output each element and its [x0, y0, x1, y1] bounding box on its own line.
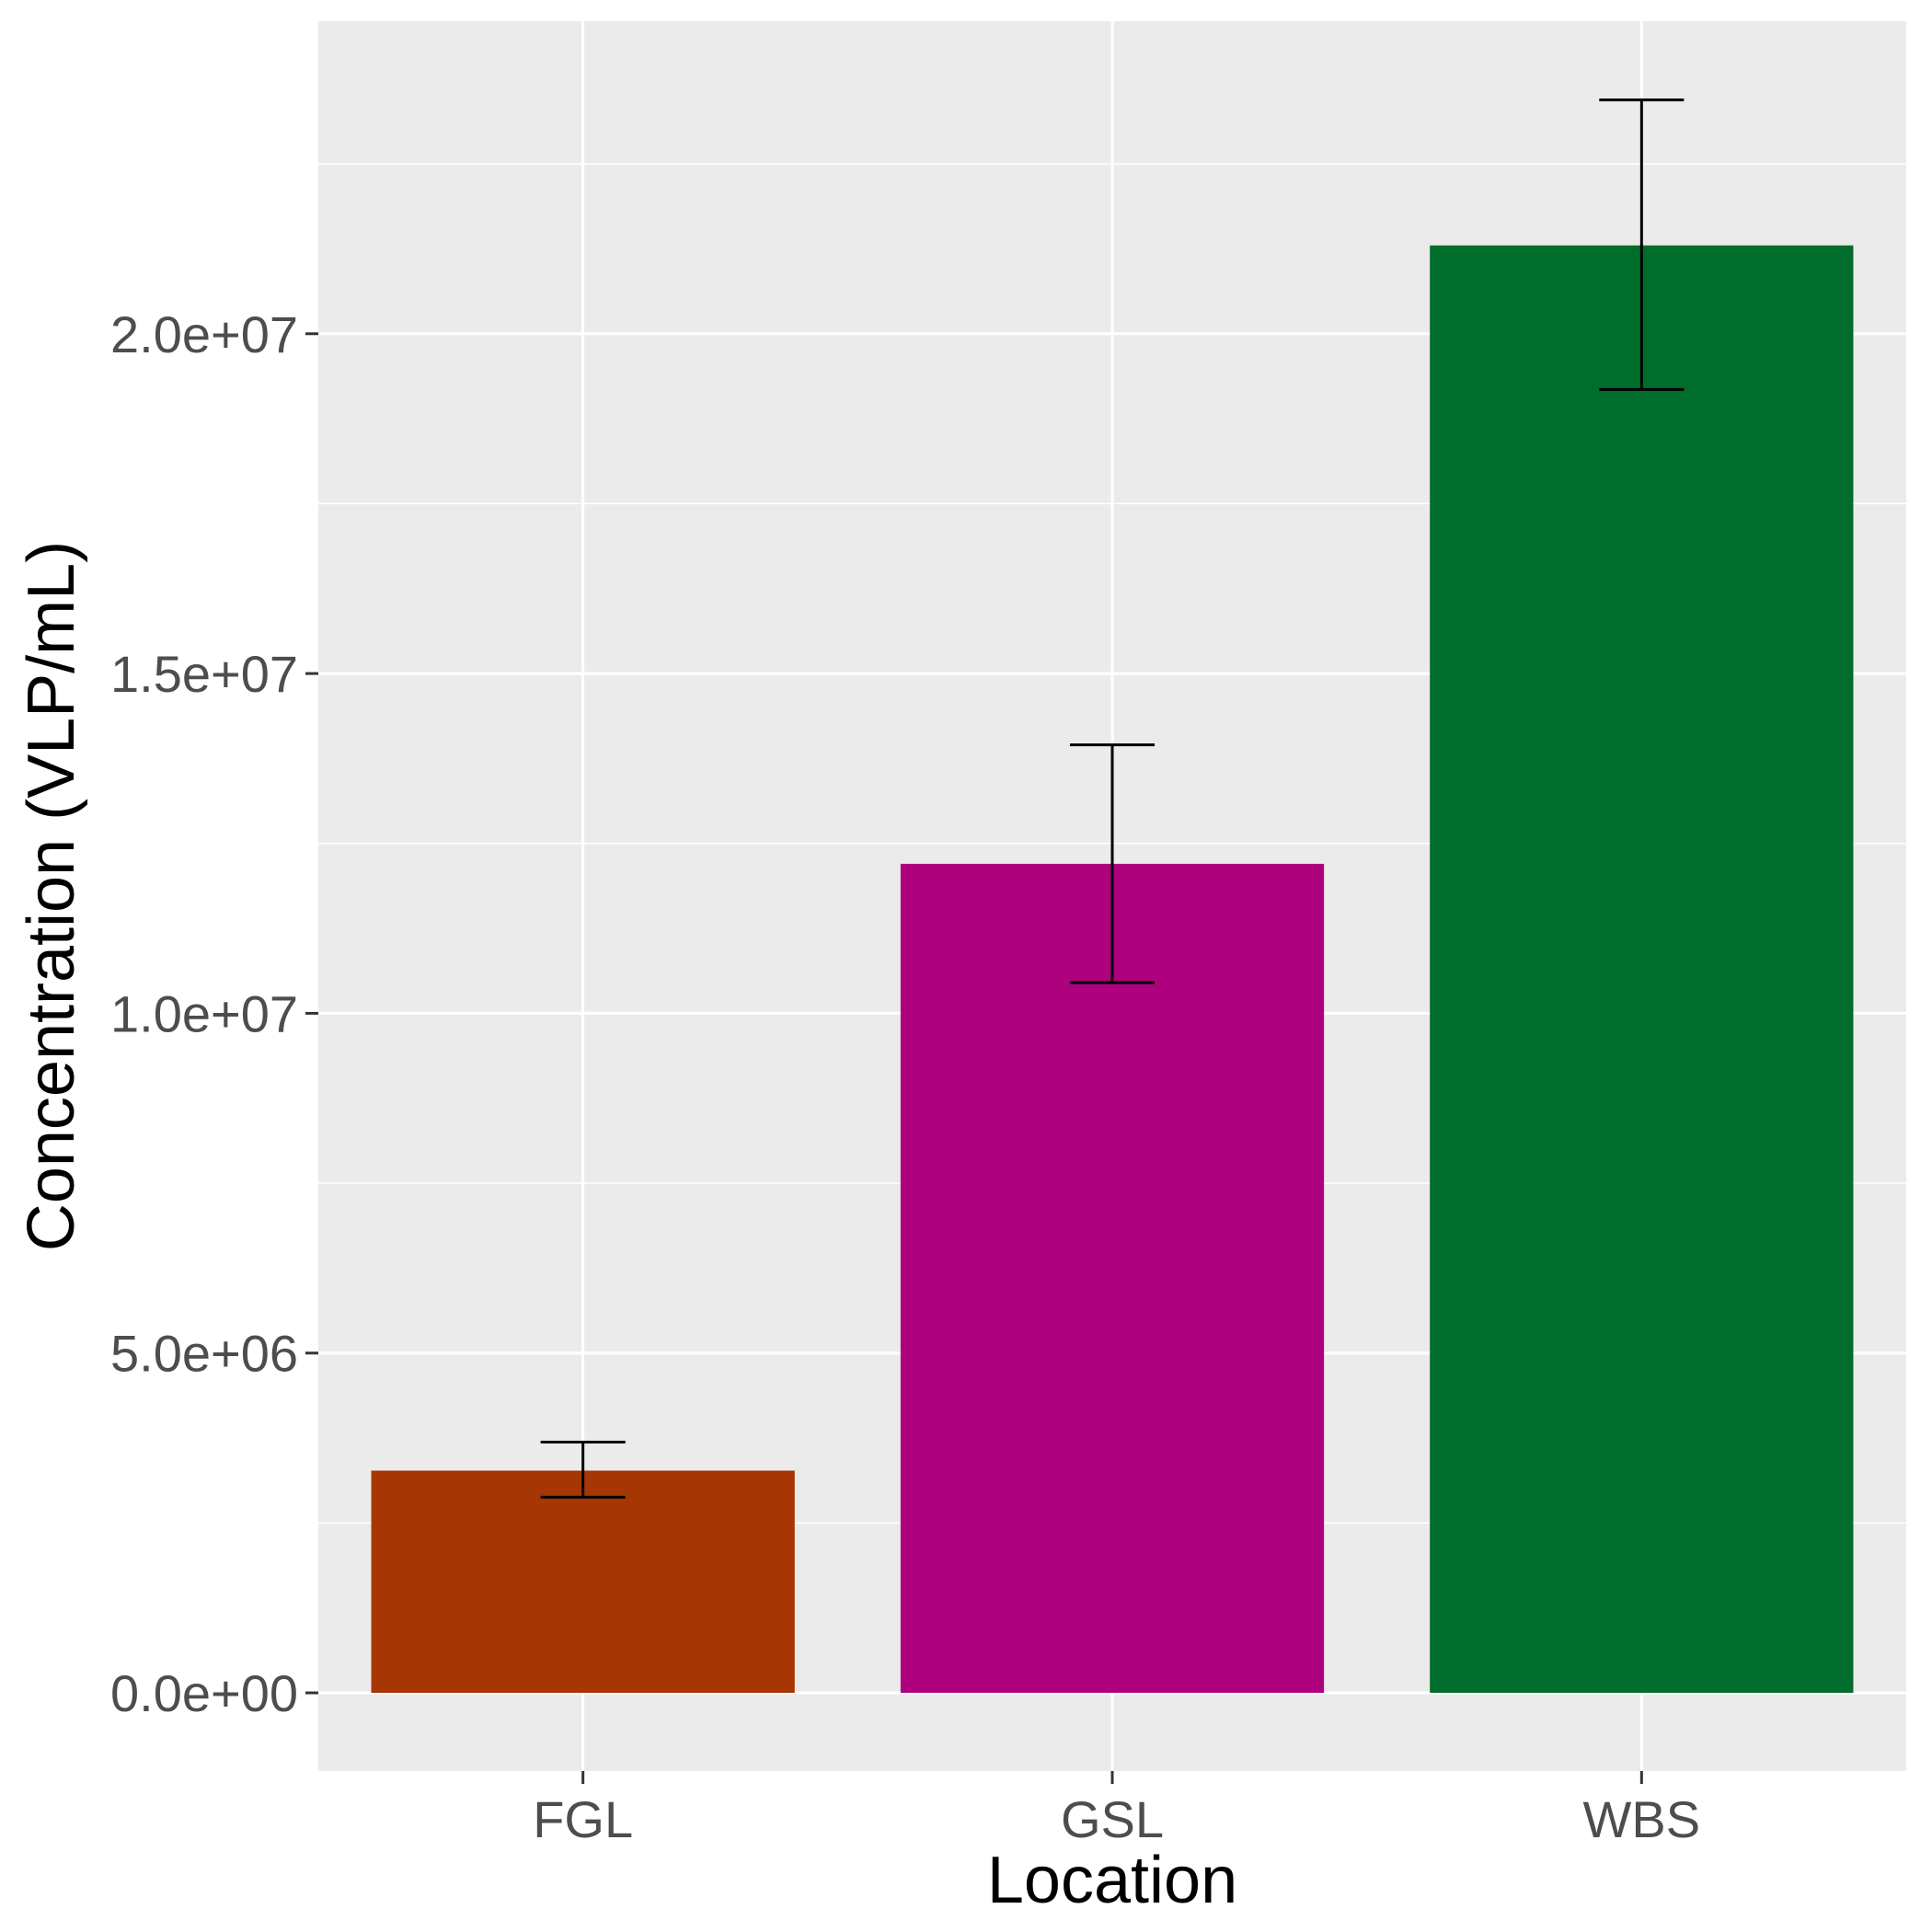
y-tick-label: 5.0e+06	[110, 1325, 298, 1383]
y-tick-label: 2.0e+07	[110, 305, 298, 363]
y-tick-label: 1.0e+07	[110, 984, 298, 1042]
bar-fgl	[371, 1470, 795, 1694]
error-bars	[540, 98, 1685, 1499]
x-tick-label: WBS	[1583, 1790, 1701, 1848]
bar-gsl	[900, 863, 1325, 1694]
y-axis: 0.0e+00 5.0e+06 1.0e+07 1.5e+07 2.0e+07	[110, 305, 318, 1722]
x-tick-label: GSL	[1061, 1790, 1164, 1848]
y-tick-label: 0.0e+00	[110, 1664, 298, 1722]
bar-wbs	[1430, 245, 1854, 1694]
x-axis-title: Location	[987, 1844, 1237, 1917]
bars	[371, 245, 1854, 1694]
y-axis-title: Concentration (VLP/mL)	[15, 541, 88, 1251]
x-axis: FGL GSL WBS	[533, 1771, 1700, 1848]
y-tick-label: 1.5e+07	[110, 645, 298, 703]
x-tick-label: FGL	[533, 1790, 633, 1848]
